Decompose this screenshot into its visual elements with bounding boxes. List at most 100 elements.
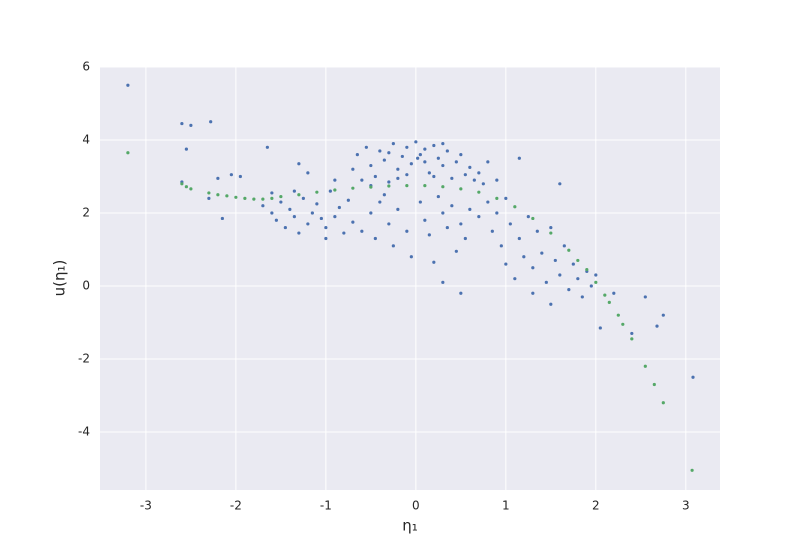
point [216, 193, 220, 197]
point [562, 244, 566, 248]
point [378, 149, 382, 153]
point [373, 236, 377, 241]
point [571, 262, 575, 266]
point [459, 291, 463, 295]
point [450, 204, 454, 208]
point [495, 196, 499, 200]
point [373, 174, 377, 179]
point [621, 322, 625, 326]
point [270, 211, 274, 215]
point [328, 189, 332, 193]
point [612, 291, 616, 295]
point [355, 152, 359, 157]
point [652, 382, 656, 387]
point [396, 167, 400, 171]
point [337, 205, 341, 210]
point [468, 207, 472, 211]
point [499, 244, 503, 248]
point [387, 184, 391, 188]
point [576, 277, 580, 281]
point [607, 300, 611, 305]
point [522, 255, 526, 259]
point [616, 313, 620, 317]
y-axis-label: u(η₁) [51, 260, 69, 297]
point [391, 244, 395, 248]
point [643, 364, 647, 368]
point [405, 184, 409, 188]
point [441, 163, 445, 168]
point [279, 200, 283, 204]
point [405, 229, 409, 233]
point [180, 182, 184, 186]
point [477, 171, 481, 175]
point [387, 222, 391, 226]
point [427, 233, 431, 237]
point [463, 173, 467, 177]
point [351, 167, 355, 171]
point [405, 145, 409, 149]
x-tick-label: -2 [230, 499, 242, 513]
point [463, 236, 467, 241]
point [454, 160, 458, 164]
point [306, 222, 310, 226]
y-tick-label: 0 [82, 278, 90, 292]
point [270, 191, 274, 195]
point [477, 215, 481, 219]
point [630, 337, 634, 341]
point [655, 324, 659, 328]
point [558, 182, 562, 186]
point [436, 194, 440, 199]
point [481, 182, 485, 186]
point [333, 188, 337, 192]
point [589, 284, 593, 288]
point [207, 196, 211, 200]
point [283, 225, 287, 230]
point [576, 258, 580, 263]
point [391, 142, 395, 146]
point [517, 236, 521, 241]
y-tick-label: -2 [78, 351, 90, 365]
point [184, 147, 188, 151]
point [549, 225, 553, 230]
point [598, 326, 602, 330]
point [567, 288, 571, 292]
point [661, 313, 665, 317]
point [459, 222, 463, 226]
point [225, 194, 229, 198]
point [297, 162, 301, 166]
point [400, 154, 404, 159]
y-tick-label: -4 [78, 424, 90, 438]
point [405, 173, 409, 177]
point [531, 291, 535, 295]
x-tick-label: 0 [412, 499, 420, 513]
point [508, 222, 512, 226]
point [414, 140, 418, 144]
point [351, 220, 355, 224]
y-tick-label: 4 [82, 132, 90, 146]
point [301, 196, 305, 200]
point [387, 151, 391, 155]
point [369, 185, 373, 189]
point [292, 215, 296, 219]
x-tick-label: 3 [682, 499, 690, 513]
point [423, 218, 427, 222]
point [288, 207, 292, 211]
point [315, 190, 319, 194]
point [229, 173, 233, 177]
point [297, 231, 301, 235]
point [333, 178, 337, 182]
point [603, 293, 607, 297]
point [279, 194, 283, 199]
point [324, 225, 328, 230]
point [432, 143, 436, 148]
x-tick-label: -3 [140, 499, 152, 513]
point [495, 178, 499, 182]
x-tick-label: -1 [320, 499, 332, 513]
point [189, 123, 193, 127]
point [364, 145, 368, 149]
point [558, 273, 562, 277]
point [369, 163, 373, 168]
point [513, 205, 517, 209]
point [265, 145, 269, 149]
point [396, 176, 400, 180]
